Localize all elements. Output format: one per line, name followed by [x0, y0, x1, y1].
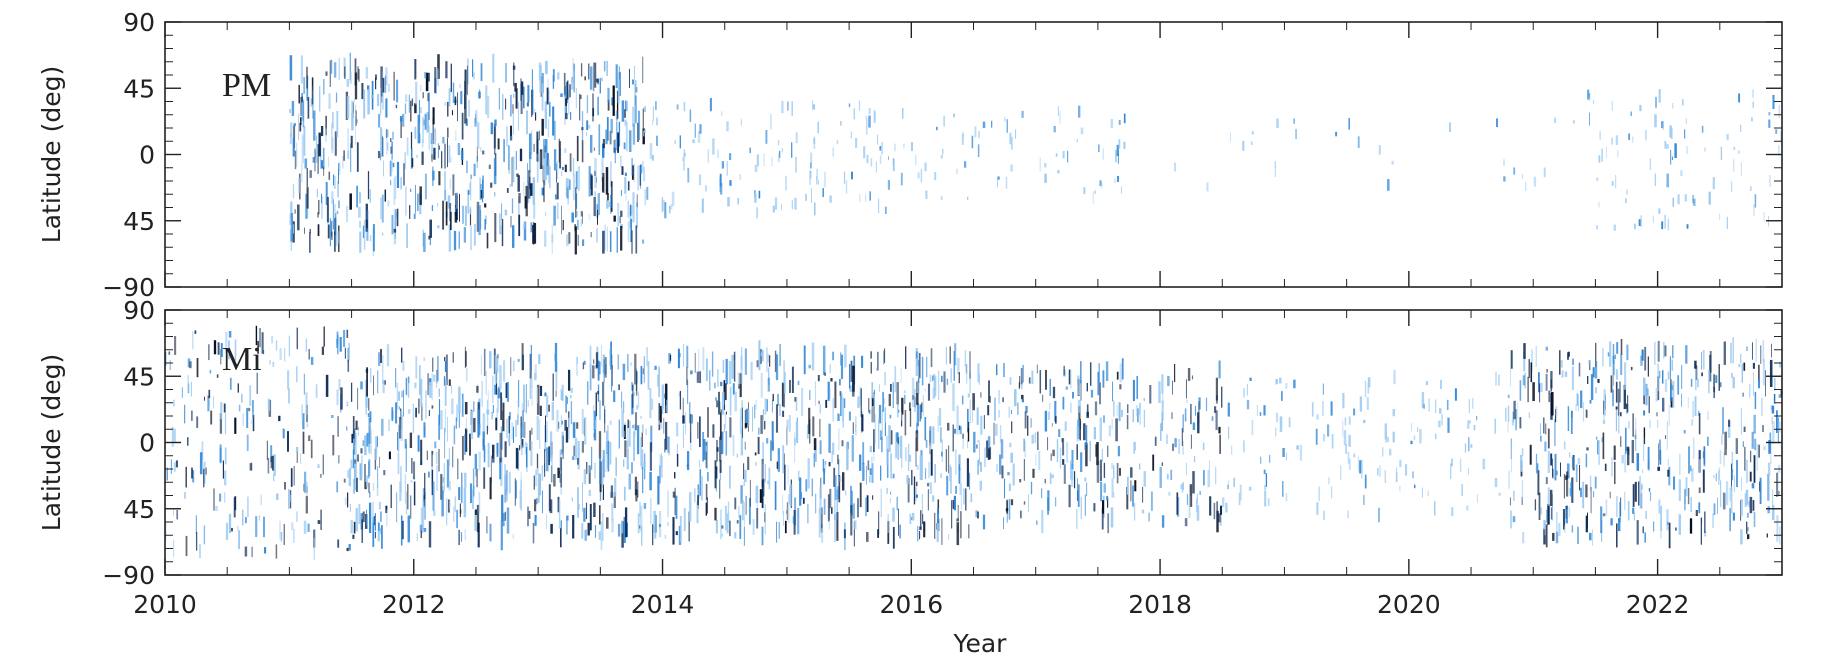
mi-y-axis-label: Latitude (deg): [37, 354, 66, 531]
y-tick-label: 45: [123, 207, 155, 236]
y-tick-label: −90: [102, 273, 155, 302]
x-tick-label: 2012: [382, 590, 446, 619]
x-axis-label: Year: [953, 629, 1008, 658]
x-tick-label: 2010: [133, 590, 197, 619]
y-tick-label: 45: [123, 362, 155, 391]
pm-panel-label: PM: [222, 67, 271, 104]
mi-activity-marks: [164, 325, 1782, 560]
pm-activity-marks: [289, 52, 1782, 257]
x-tick-label: 2016: [879, 590, 943, 619]
y-tick-label: −90: [102, 561, 155, 590]
y-tick-label: 45: [123, 495, 155, 524]
mi-y-ticks: 90 45 0 45 −90: [102, 296, 1782, 590]
y-tick-label: 0: [139, 141, 155, 170]
x-tick-label: 2018: [1128, 590, 1192, 619]
panel-pm: 90 45 0 45 −90 PM Latitude (deg): [37, 8, 1783, 302]
panel-mi: 90 45 0 45 −90 Mi Latitude (deg): [37, 296, 1783, 590]
x-tick-label: 2022: [1626, 590, 1690, 619]
pm-y-axis-label: Latitude (deg): [37, 66, 66, 243]
y-tick-label: 0: [139, 429, 155, 458]
y-tick-label: 90: [123, 8, 155, 37]
x-tick-label: 2020: [1377, 590, 1441, 619]
y-tick-label: 45: [123, 74, 155, 103]
mi-x-ticks: [164, 310, 1783, 575]
x-tick-labels: 2010 2012 2014 2016 2018 2020 2022: [133, 590, 1689, 619]
x-tick-label: 2014: [631, 590, 695, 619]
y-tick-label: 90: [123, 296, 155, 325]
pm-x-ticks: [164, 22, 1783, 287]
pm-y-ticks: 90 45 0 45 −90: [102, 8, 1782, 302]
mi-panel-label: Mi: [222, 341, 262, 378]
